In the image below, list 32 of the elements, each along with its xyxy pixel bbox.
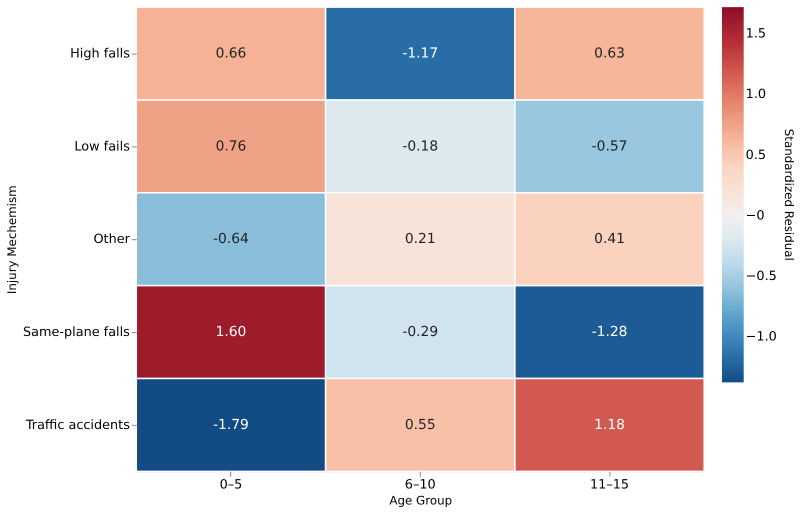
data-label: -1.17 xyxy=(402,45,438,62)
data-label: 0.66 xyxy=(216,45,246,62)
x-tick-label: 6–10 xyxy=(404,478,436,493)
data-label: 0.76 xyxy=(216,138,246,154)
y-tick-label: Same-plane falls xyxy=(22,325,130,340)
color-bar-label: −1.0 xyxy=(746,329,777,344)
data-label: 0.55 xyxy=(404,416,436,433)
color-bar-label: −0.5 xyxy=(746,268,777,284)
data-label: 1.18 xyxy=(594,416,625,433)
data-label: -1.28 xyxy=(592,324,628,340)
data-label: -0.64 xyxy=(213,231,250,248)
data-label: 0.63 xyxy=(594,45,625,62)
x-axis-title: Age Group xyxy=(389,493,452,508)
data-label: 0.41 xyxy=(594,231,625,248)
x-tick-label: 0–5 xyxy=(220,478,242,493)
data-label: 0.21 xyxy=(404,231,436,248)
color-bar-label: 1.5 xyxy=(746,26,766,42)
y-axis-title: Injury Mechemism xyxy=(4,185,19,294)
data-label: 1.60 xyxy=(216,324,246,340)
color-bar-label: 1.0 xyxy=(746,87,766,102)
data-label: -0.29 xyxy=(402,324,438,340)
data-label: -1.79 xyxy=(213,416,249,433)
y-tick-label: Other xyxy=(93,232,131,248)
y-tick-label: Traffic accidents xyxy=(24,418,130,433)
data-label: -0.18 xyxy=(402,138,438,154)
color-bar-title: Standardized Residual xyxy=(782,128,796,261)
color-bar-label: 0.5 xyxy=(746,148,766,163)
y-tick-label: Low fails xyxy=(74,139,130,154)
x-tick-label: 11–15 xyxy=(590,478,630,493)
color-bar-label: −0 xyxy=(746,208,765,224)
y-tick-label: High falls xyxy=(70,46,130,62)
data-label: -0.57 xyxy=(592,138,628,154)
